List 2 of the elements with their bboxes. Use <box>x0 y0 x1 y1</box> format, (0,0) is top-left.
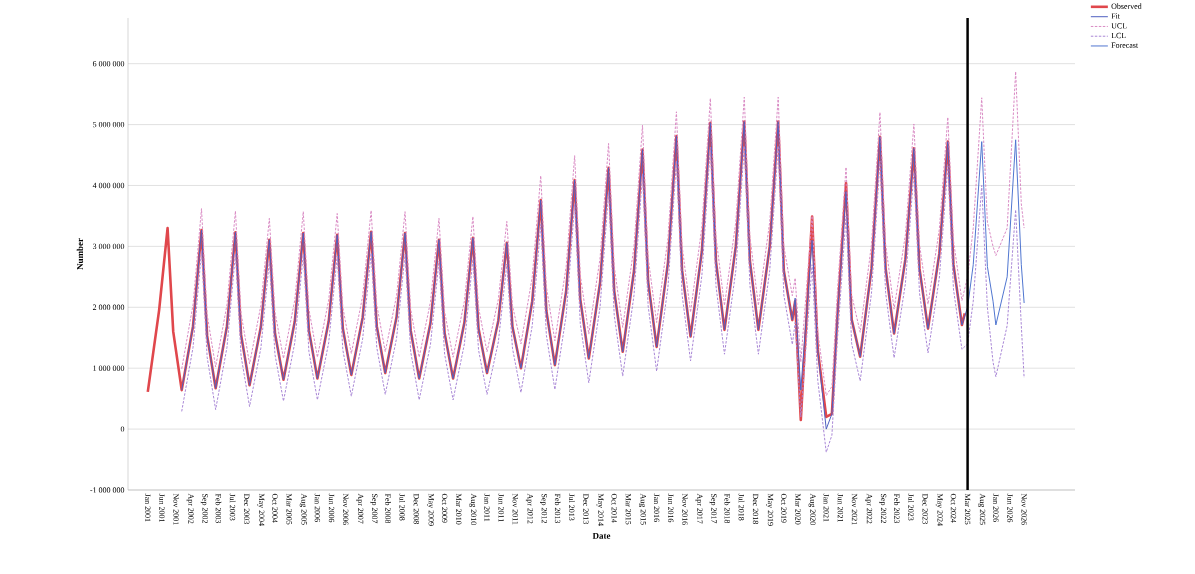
y-axis-title: Number <box>76 238 84 270</box>
x-axis-title: Date <box>592 532 611 539</box>
